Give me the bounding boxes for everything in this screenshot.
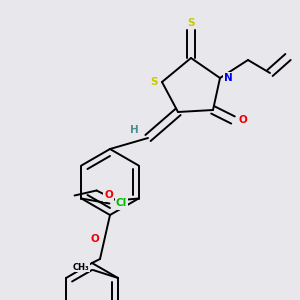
Text: O: O bbox=[238, 115, 247, 125]
Text: O: O bbox=[104, 190, 113, 200]
Text: Cl: Cl bbox=[116, 199, 127, 208]
Text: N: N bbox=[224, 73, 232, 83]
Text: CH₃: CH₃ bbox=[73, 262, 89, 272]
Text: H: H bbox=[130, 125, 138, 135]
Text: O: O bbox=[91, 234, 99, 244]
Text: S: S bbox=[150, 77, 158, 87]
Text: S: S bbox=[187, 18, 195, 28]
